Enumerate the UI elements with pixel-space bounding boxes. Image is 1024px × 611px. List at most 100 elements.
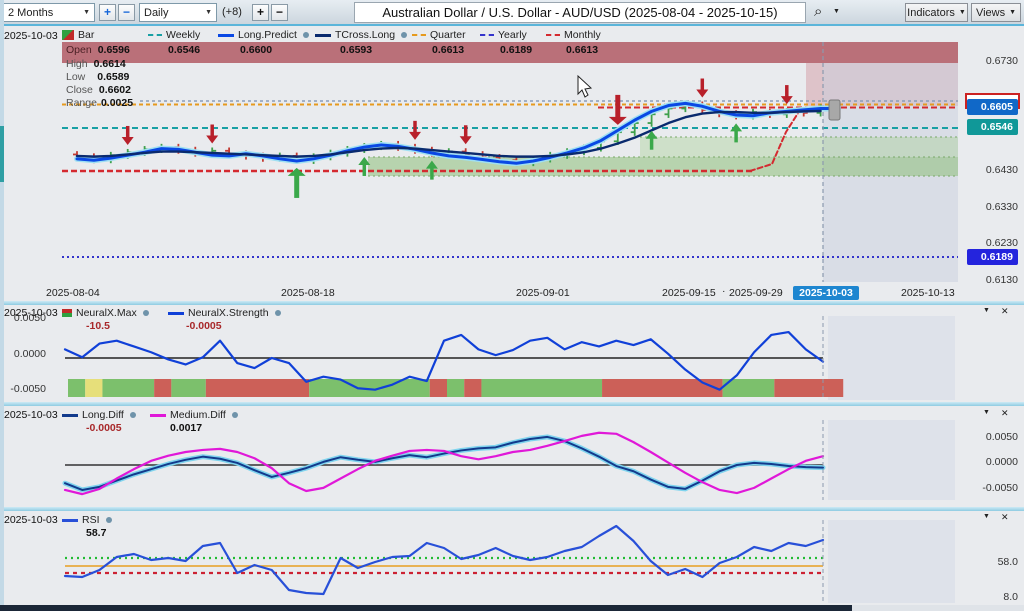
range-zoom-in-button[interactable]: + [99, 4, 116, 21]
medium-diff-line [63, 431, 825, 496]
bottom-bar[interactable] [0, 605, 852, 611]
neuralx-max-value: -10.5 [86, 320, 110, 332]
range-zoom-out-button[interactable]: − [118, 4, 135, 21]
sell-arrow-icon [780, 96, 793, 105]
views-button[interactable]: Views ▼ [971, 3, 1021, 22]
rsi-collapse-icon[interactable]: ▼ [983, 513, 990, 520]
search-caret-icon[interactable]: ▼ [833, 8, 840, 15]
bars-add-button[interactable]: + [252, 4, 269, 21]
tcross-long-value: 0.6593 [340, 44, 373, 56]
long-diff-line-icon [62, 413, 78, 417]
neural-strip-segment [602, 379, 723, 397]
neural-panel-plot[interactable] [0, 303, 1024, 404]
sell-arrow-icon [409, 131, 421, 140]
diff-collapse-icon[interactable]: ▼ [983, 409, 990, 416]
neural-strip-segment [85, 379, 103, 397]
current-price-badge: 0.6605 [967, 99, 1018, 115]
left-edge-marker [0, 126, 4, 182]
legend-item-rsi[interactable]: RSI [62, 514, 112, 526]
rsi-close-icon[interactable]: ✕ [1001, 512, 1009, 522]
buy-arrow-icon [287, 167, 306, 176]
symbol-title[interactable]: Australian Dollar / U.S. Dollar - AUD/US… [354, 2, 806, 23]
tcross-long-line [75, 109, 822, 158]
chevron-down-icon: ▼ [205, 9, 212, 16]
future-zone [828, 520, 955, 603]
selected-date-badge[interactable]: 2025-10-03 [793, 286, 859, 300]
neural-strip-segment [205, 379, 310, 397]
ytick-06130: 0.6130 [985, 274, 1018, 286]
neural-strip-segment [102, 379, 155, 397]
neural-strip-segment [154, 379, 172, 397]
panel-separator[interactable] [0, 402, 1024, 406]
legend-dot-icon [302, 32, 309, 38]
legend-item-tcross-long[interactable]: TCross.Long [315, 29, 408, 41]
panel-separator[interactable] [0, 507, 1024, 511]
legend-item-medium-diff[interactable]: Medium.Diff [150, 409, 238, 421]
search-icon[interactable]: ⌕ [814, 3, 823, 20]
legend-item-monthly[interactable]: Monthly [546, 29, 601, 41]
diff-date-label: 2025-10-03 [4, 409, 58, 421]
legend-item-bar[interactable]: Bar [62, 29, 94, 41]
open-row: Open 0.6596 [66, 44, 130, 56]
panel-separator[interactable] [0, 301, 1024, 305]
diff-ytick-top: 0.0050 [985, 431, 1018, 443]
long-diff-line [64, 435, 824, 491]
weekly-level-badge: 0.6546 [967, 119, 1018, 135]
diff-panel-plot[interactable] [0, 404, 1024, 509]
xlabel-2025-10-13: 2025-10-13 [901, 287, 955, 299]
neural-strip-segment [309, 379, 430, 397]
neural-close-icon[interactable]: ✕ [1001, 306, 1009, 316]
monthly-rise-line [749, 109, 801, 172]
future-zone [828, 420, 955, 500]
ytick-06230: 0.6230 [985, 237, 1018, 249]
xlabel-2025-09-15: 2025-09-15 [662, 287, 716, 299]
neural-strip-segment [429, 379, 447, 397]
xlabel-2025-09-01: 2025-09-01 [516, 287, 570, 299]
legend-item-long-diff[interactable]: Long.Diff [62, 409, 136, 421]
ytick-06430: 0.6430 [985, 164, 1018, 176]
price-chart-plot[interactable] [0, 28, 1024, 284]
bars-added-label: (+8) [222, 6, 242, 18]
neural-strip-segment [171, 379, 206, 397]
long-diff-glow [62, 434, 826, 493]
left-edge-strip [0, 0, 4, 611]
background-band [62, 42, 958, 63]
interval-select[interactable]: Daily ▼ [139, 3, 217, 22]
diff-close-icon[interactable]: ✕ [1001, 408, 1009, 418]
long-diff-value: -0.0005 [86, 422, 122, 434]
xlabel-2025-08-18: 2025-08-18 [281, 287, 335, 299]
neural-collapse-icon[interactable]: ▼ [983, 307, 990, 314]
legend-item-quarter[interactable]: Quarter [412, 29, 466, 41]
legend-dot-icon [401, 32, 408, 38]
legend-item-yearly[interactable]: Yearly [480, 29, 527, 41]
rsi-line [63, 524, 825, 596]
legend-item-neuralx-strength[interactable]: NeuralX.Strength [168, 307, 281, 319]
diff-ytick-zero: 0.0000 [985, 456, 1018, 468]
rsi-ytick-58: 58.0 [997, 556, 1018, 568]
indicators-button[interactable]: Indicators ▼ [905, 3, 968, 22]
bars-remove-button[interactable]: − [271, 4, 288, 21]
background-band [640, 137, 958, 157]
legend-dot-icon [142, 310, 149, 316]
main-date-label: 2025-10-03 [4, 30, 58, 42]
rsi-panel-plot[interactable] [0, 509, 1024, 605]
medium-diff-value: 0.0017 [170, 422, 203, 434]
range-select[interactable]: 2 Months ▼ [3, 3, 95, 22]
legend-item-neuralx-max[interactable]: NeuralX.Max [62, 307, 149, 319]
neural-strip-segment [447, 379, 465, 397]
sell-arrow-icon [696, 89, 709, 98]
legend-item-weekly[interactable]: Weekly [148, 29, 200, 41]
weekly-value: 0.6546 [168, 44, 201, 56]
rsi-value: 58.7 [86, 527, 107, 539]
xlabel-2025-08-04: 2025-08-04 [46, 287, 100, 299]
chevron-down-icon: ▼ [83, 9, 90, 16]
neural-ytick-bottom: -0.0050 [10, 383, 46, 395]
legend-item-long-predict[interactable]: Long.Predict [218, 29, 309, 41]
legend-dot-icon [129, 412, 136, 418]
buy-arrow-icon [645, 130, 658, 139]
neural-strip-segment [722, 379, 775, 397]
long-predict-value: 0.6600 [240, 44, 273, 56]
long-predict-line-icon [218, 33, 234, 37]
toolbar: 2 Months ▼ + − Daily ▼ (+8) + − Australi… [0, 0, 1024, 26]
